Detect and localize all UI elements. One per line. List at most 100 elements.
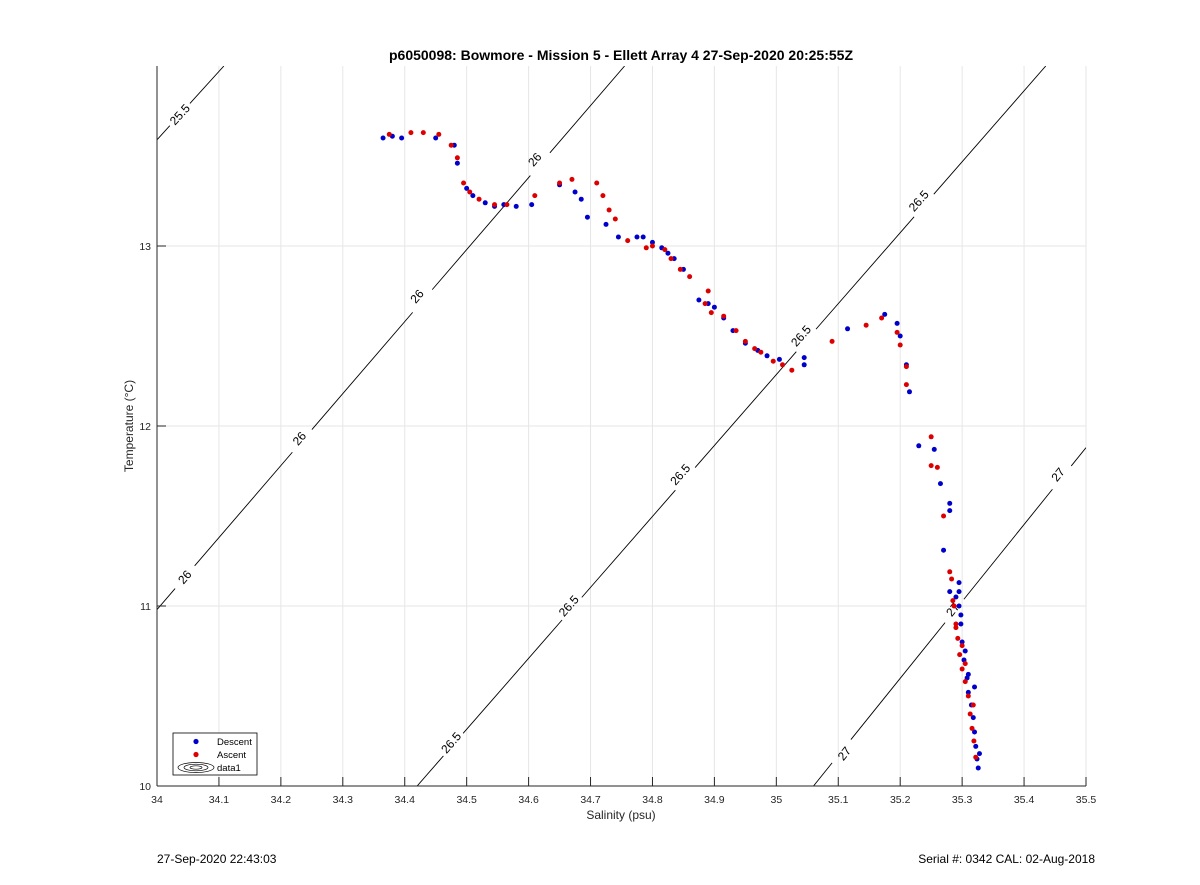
descent-point-48 xyxy=(941,547,947,553)
contour-line-27-seg-3 xyxy=(1070,447,1086,467)
descent-point-23 xyxy=(665,250,671,256)
x-tick-label-3: 34.3 xyxy=(333,794,354,806)
descent-point-46 xyxy=(947,500,953,506)
contour-label-27-0: 27 xyxy=(835,744,854,763)
contour-line-26-seg-1 xyxy=(194,451,293,567)
descent-point-61 xyxy=(973,743,979,749)
legend-descent-marker xyxy=(193,738,199,745)
ascent-point-59 xyxy=(973,754,979,760)
contour-label-26-1: 26 xyxy=(290,429,310,448)
contour-line-26-seg-3 xyxy=(431,175,531,290)
ascent-point-5 xyxy=(454,155,460,161)
descent-point-51 xyxy=(956,580,962,586)
descent-point-37 xyxy=(845,326,851,332)
descent-point-66 xyxy=(965,671,971,677)
contour-label-26-0: 26 xyxy=(175,567,195,586)
ascent-point-26 xyxy=(705,288,711,294)
descent-point-42 xyxy=(906,389,912,395)
legend-contour-icon xyxy=(177,762,215,773)
ascent-point-57 xyxy=(969,725,975,731)
y-tick-labels: 10 11 12 13 xyxy=(139,241,151,793)
ascent-point-47 xyxy=(947,569,953,575)
descent-point-19 xyxy=(634,234,640,240)
descent-point-20 xyxy=(640,234,646,240)
contour-label-26.5-4: 26.5 xyxy=(906,187,932,214)
descent-point-7 xyxy=(470,193,476,199)
descent-point-45 xyxy=(937,481,943,487)
descent-point-52 xyxy=(956,603,962,609)
grid-lines xyxy=(156,66,1087,787)
ascent-point-17 xyxy=(612,216,618,222)
contour-label-26.5-0: 26.5 xyxy=(438,729,464,756)
descent-point-6 xyxy=(464,185,470,191)
contour-line-26.5-seg-3 xyxy=(694,351,797,468)
x-tick-label-15: 35.5 xyxy=(1076,794,1097,806)
ascent-point-31 xyxy=(752,346,758,352)
ascent-point-13 xyxy=(569,176,575,182)
y-tick-label-1: 11 xyxy=(140,601,151,613)
ascent-point-50 xyxy=(953,625,959,631)
descent-point-53 xyxy=(958,621,964,627)
contour-label-26.5-2: 26.5 xyxy=(667,461,693,488)
ascent-point-39 xyxy=(894,329,900,335)
ascent-point-63 xyxy=(953,621,959,627)
contour-label-26-3: 26 xyxy=(525,150,545,169)
descent-point-69 xyxy=(956,589,962,595)
descent-point-40 xyxy=(897,333,903,339)
descent-point-35 xyxy=(801,355,807,361)
ascent-point-38 xyxy=(879,315,885,321)
ascent-point-54 xyxy=(962,679,968,685)
ascent-point-6 xyxy=(461,180,467,186)
descent-point-68 xyxy=(958,612,964,618)
ascent-point-12 xyxy=(557,180,563,186)
descent-point-36 xyxy=(801,362,807,368)
ascent-point-40 xyxy=(897,342,903,348)
contour-label-26.5-3: 26.5 xyxy=(788,322,814,349)
descent-point-2 xyxy=(399,135,405,141)
descent-point-54 xyxy=(959,639,965,645)
descent-point-18 xyxy=(615,234,621,240)
ascent-point-8 xyxy=(476,196,482,202)
descent-point-0 xyxy=(380,135,386,141)
descent-point-12 xyxy=(529,202,535,208)
contour-line-26.5-seg-2 xyxy=(581,489,676,598)
contour-label-26.5-1: 26.5 xyxy=(556,592,582,619)
ascent-point-61 xyxy=(962,661,968,667)
contour-line-26.5-seg-1 xyxy=(462,619,563,734)
descent-point-67 xyxy=(962,648,968,654)
descent-point-59 xyxy=(970,715,976,721)
ascent-point-30 xyxy=(742,338,748,344)
legend: Descent Ascent data1 xyxy=(172,732,258,776)
ascent-point-20 xyxy=(649,243,655,249)
ascent-point-27 xyxy=(708,310,714,316)
legend-ascent-marker xyxy=(193,751,199,758)
descent-point-65 xyxy=(972,684,978,690)
ascent-point-52 xyxy=(957,652,963,658)
descent-point-26 xyxy=(696,297,702,303)
legend-descent-label: Descent xyxy=(217,737,252,748)
ascent-point-24 xyxy=(687,274,693,280)
contour-line-26-seg-4 xyxy=(549,66,625,154)
descent-point-11 xyxy=(513,203,519,209)
ascent-point-32 xyxy=(758,349,764,355)
axes xyxy=(156,66,1087,787)
ascent-point-62 xyxy=(959,643,965,649)
x-tick-label-7: 34.7 xyxy=(580,794,601,806)
ascent-point-3 xyxy=(436,131,442,137)
x-tick-label-8: 34.8 xyxy=(642,794,663,806)
descent-point-63 xyxy=(975,765,981,771)
legend-ascent-label: Ascent xyxy=(217,750,246,761)
ascent-point-53 xyxy=(959,666,965,672)
contour-line-27-seg-0 xyxy=(813,762,833,786)
descent-point-38 xyxy=(882,311,888,317)
contour-line-25.5-seg-1 xyxy=(189,66,225,104)
descent-point-33 xyxy=(764,353,770,359)
contour-label-27-2: 27 xyxy=(1048,465,1067,484)
ascent-point-46 xyxy=(941,513,947,519)
contour-label-25.5-0: 25.5 xyxy=(167,101,193,128)
x-tick-label-14: 35.4 xyxy=(1014,794,1035,806)
footer-serial-calibration: Serial #: 0342 CAL: 02-Aug-2018 xyxy=(918,852,1095,866)
contour-line-26.5-seg-5 xyxy=(933,66,1047,195)
descent-point-49 xyxy=(947,589,953,595)
descent-point-60 xyxy=(972,729,978,735)
